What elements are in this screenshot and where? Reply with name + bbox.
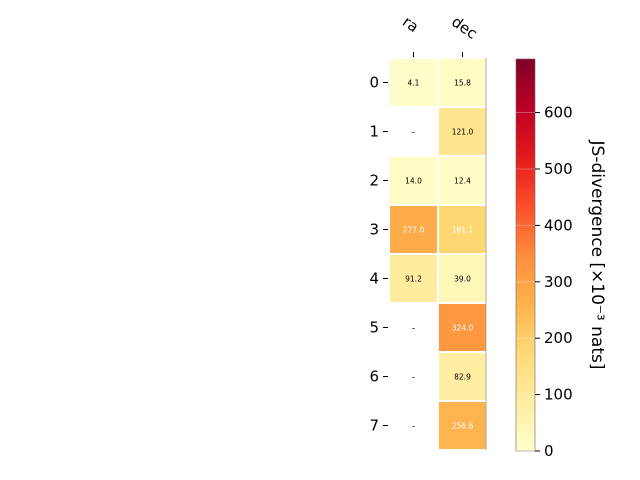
heatmap-cell bbox=[390, 206, 437, 253]
row-label-1: 1 bbox=[369, 123, 379, 141]
colorbar-tick-label: 100 bbox=[544, 386, 573, 404]
cell-value-label: – bbox=[412, 422, 416, 431]
heatmap-cell bbox=[439, 353, 486, 400]
cell-value-label: – bbox=[412, 373, 416, 382]
cell-value-label: 4.1 bbox=[408, 79, 420, 88]
row-label-2: 2 bbox=[369, 172, 379, 190]
heatmap-cells: 4.1 15.8 – 121.0 14.0 12.4 277.0 181.1 91.2 39.0 –… bbox=[390, 58, 487, 450]
heatmap-cell bbox=[390, 255, 437, 302]
cell-value-label: 121.0 bbox=[452, 128, 474, 137]
colorbar-ticks: 0 100 200 300 400 500 600 bbox=[516, 104, 573, 460]
colorbar-tick-label: 400 bbox=[544, 216, 573, 234]
cell-value-label: 14.0 bbox=[405, 177, 422, 186]
colorbar-tick-label: 300 bbox=[544, 273, 573, 291]
cell-value-label: 91.2 bbox=[405, 275, 422, 284]
colorbar-tick-label: 0 bbox=[544, 442, 554, 460]
cell-value-label: 12.4 bbox=[454, 177, 471, 186]
heatmap-cell bbox=[439, 304, 486, 351]
cell-value-label: 15.8 bbox=[454, 79, 471, 88]
row-label-3: 3 bbox=[369, 221, 379, 239]
heatmap-cell bbox=[439, 255, 486, 302]
cell-value-label: 82.9 bbox=[454, 373, 471, 382]
row-label-4: 4 bbox=[369, 270, 379, 288]
row-label-5: 5 bbox=[369, 319, 379, 337]
heatmap-cell bbox=[439, 59, 486, 106]
colorbar: 0 100 200 300 400 500 600 JS-divergence [×10⁻³… bbox=[515, 58, 607, 460]
cell-value-label: – bbox=[412, 128, 416, 137]
cell-value-label: 256.6 bbox=[452, 422, 474, 431]
row-labels: 0 1 2 3 4 5 6 7 bbox=[369, 74, 388, 435]
row-label-7: 7 bbox=[369, 417, 379, 435]
heatmap-cell bbox=[439, 108, 486, 155]
heatmap-cell bbox=[390, 157, 437, 204]
colorbar-label: JS-divergence [×10⁻³ nats] bbox=[587, 140, 607, 370]
column-labels: ra dec bbox=[399, 13, 481, 57]
column-label-ra: ra bbox=[399, 13, 422, 37]
cell-value-label: 181.1 bbox=[452, 226, 474, 235]
colorbar-gradient bbox=[515, 58, 536, 452]
heatmap-cell bbox=[439, 157, 486, 204]
cell-value-label: 277.0 bbox=[403, 226, 425, 235]
colorbar-tick-label: 500 bbox=[544, 160, 573, 178]
cell-value-label: 39.0 bbox=[454, 275, 471, 284]
cell-value-label: – bbox=[412, 324, 416, 333]
colorbar-tick-label: 200 bbox=[544, 329, 573, 347]
heatmap-cell bbox=[439, 206, 486, 253]
heatmap-cell bbox=[390, 59, 437, 106]
heatmap-cell bbox=[439, 402, 486, 449]
cell-value-label: 324.0 bbox=[452, 324, 474, 333]
row-label-6: 6 bbox=[369, 368, 379, 386]
colorbar-tick-label: 600 bbox=[544, 104, 573, 122]
row-label-0: 0 bbox=[369, 74, 379, 92]
column-label-dec: dec bbox=[448, 13, 480, 43]
